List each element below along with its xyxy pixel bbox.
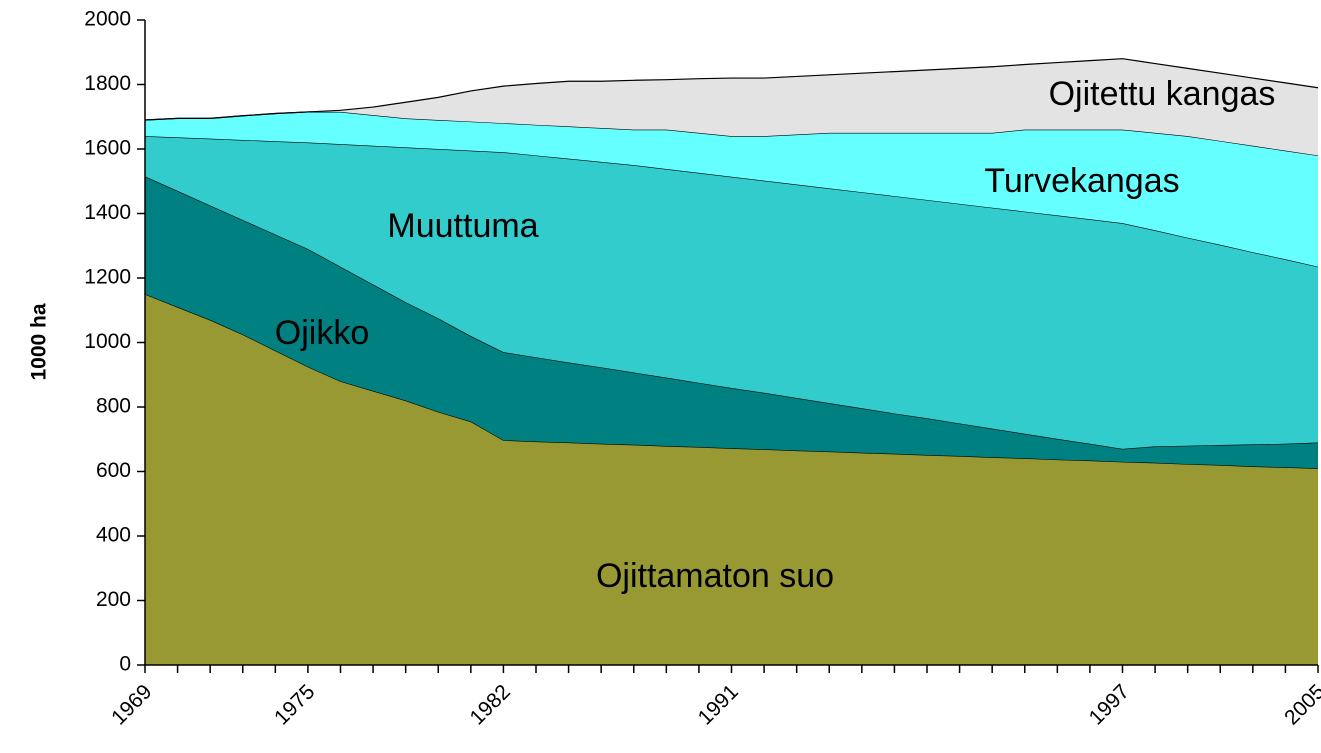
- series-label: Ojikko: [275, 314, 369, 352]
- series-label: Ojitettu kangas: [1049, 75, 1276, 113]
- x-tick-label: 1969: [107, 680, 156, 729]
- series-label: Muuttuma: [387, 207, 538, 245]
- x-tick-label: 1991: [694, 680, 743, 729]
- series-label: Ojittamaton suo: [596, 557, 834, 595]
- y-tick-label: 1600: [84, 137, 131, 160]
- area: [145, 176, 1318, 469]
- y-axis-label: 1000 ha: [28, 303, 51, 380]
- y-tick-label: 400: [96, 524, 131, 547]
- y-tick-label: 600: [96, 459, 131, 482]
- series-label: Turvekangas: [984, 162, 1179, 200]
- y-tick-label: 800: [96, 395, 131, 418]
- y-tick-label: 200: [96, 588, 131, 611]
- area: [145, 58, 1318, 156]
- x-tick-label: 2005: [1280, 680, 1321, 729]
- y-tick-label: 2000: [84, 8, 131, 31]
- x-tick-label: 1975: [270, 680, 319, 729]
- x-tick-label: 1982: [466, 680, 515, 729]
- y-tick-label: 1800: [84, 72, 131, 95]
- y-tick-label: 0: [119, 653, 131, 676]
- area: [145, 294, 1318, 665]
- y-tick-label: 1200: [84, 266, 131, 289]
- x-tick-label: 1997: [1085, 680, 1134, 729]
- y-tick-label: 1000: [84, 330, 131, 353]
- area-edge: [144, 58, 1319, 121]
- area: [145, 111, 1318, 267]
- y-tick-label: 1400: [84, 201, 131, 224]
- area: [145, 136, 1318, 449]
